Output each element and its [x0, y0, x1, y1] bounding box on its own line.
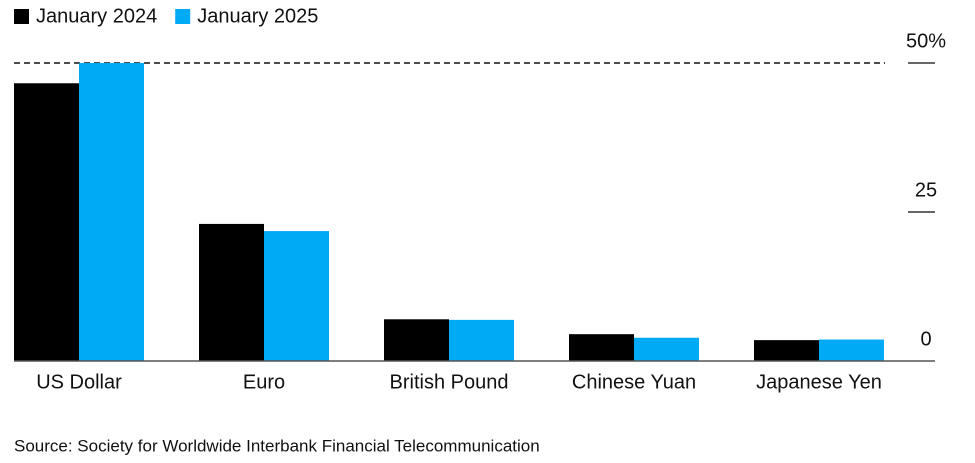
bar	[79, 63, 144, 361]
bar	[384, 319, 449, 361]
legend-label: January 2025	[197, 5, 318, 27]
bar	[14, 83, 79, 361]
y-tick-label: 50%	[906, 30, 946, 52]
bar	[264, 231, 329, 361]
bar	[819, 339, 884, 361]
bar	[754, 340, 819, 361]
legend-swatch	[175, 9, 191, 24]
y-tick-label: 0	[920, 328, 931, 350]
y-tick-label: 25	[915, 179, 937, 201]
bar	[449, 319, 514, 361]
x-tick-label: British Pound	[390, 371, 509, 393]
bar	[569, 334, 634, 361]
legend-swatch	[14, 9, 29, 24]
bar	[634, 337, 699, 361]
x-tick-label: Euro	[243, 371, 285, 393]
x-tick-label: US Dollar	[36, 371, 122, 393]
source: Source: Society for Worldwide Interbank …	[14, 436, 540, 455]
bar	[199, 223, 264, 361]
x-tick-label: Chinese Yuan	[572, 371, 696, 393]
legend-label: January 2024	[36, 5, 157, 27]
x-tick-label: Japanese Yen	[756, 371, 882, 393]
